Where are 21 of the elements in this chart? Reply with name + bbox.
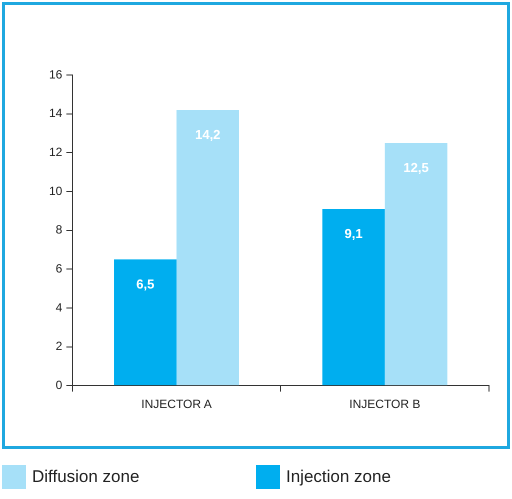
y-tick-label: 10 (48, 184, 63, 198)
bar (322, 208, 385, 386)
bar (384, 142, 448, 386)
bar (176, 110, 240, 386)
y-tick-label: 14 (48, 106, 63, 120)
data-label: 14,2 (195, 127, 220, 142)
y-tick-label: 16 (48, 67, 63, 82)
y-tick-label: 6 (56, 261, 63, 276)
legend-label: Diffusion zone (32, 467, 140, 487)
y-tick-label: 0 (56, 378, 63, 392)
data-label: 9,1 (344, 226, 363, 242)
y-tick-label: 8 (56, 222, 63, 237)
y-tick-label: 2 (56, 339, 63, 354)
bar (114, 259, 177, 386)
data-label: 12,5 (403, 160, 429, 176)
data-label: 6,5 (136, 276, 154, 292)
x-tick-label: INJECTOR B (349, 397, 420, 412)
legend-label: Injection zone (286, 467, 391, 487)
y-tick-label: 4 (56, 300, 63, 314)
y-tick-label: 12 (48, 144, 63, 159)
x-tick-label: INJECTOR A (141, 397, 212, 412)
